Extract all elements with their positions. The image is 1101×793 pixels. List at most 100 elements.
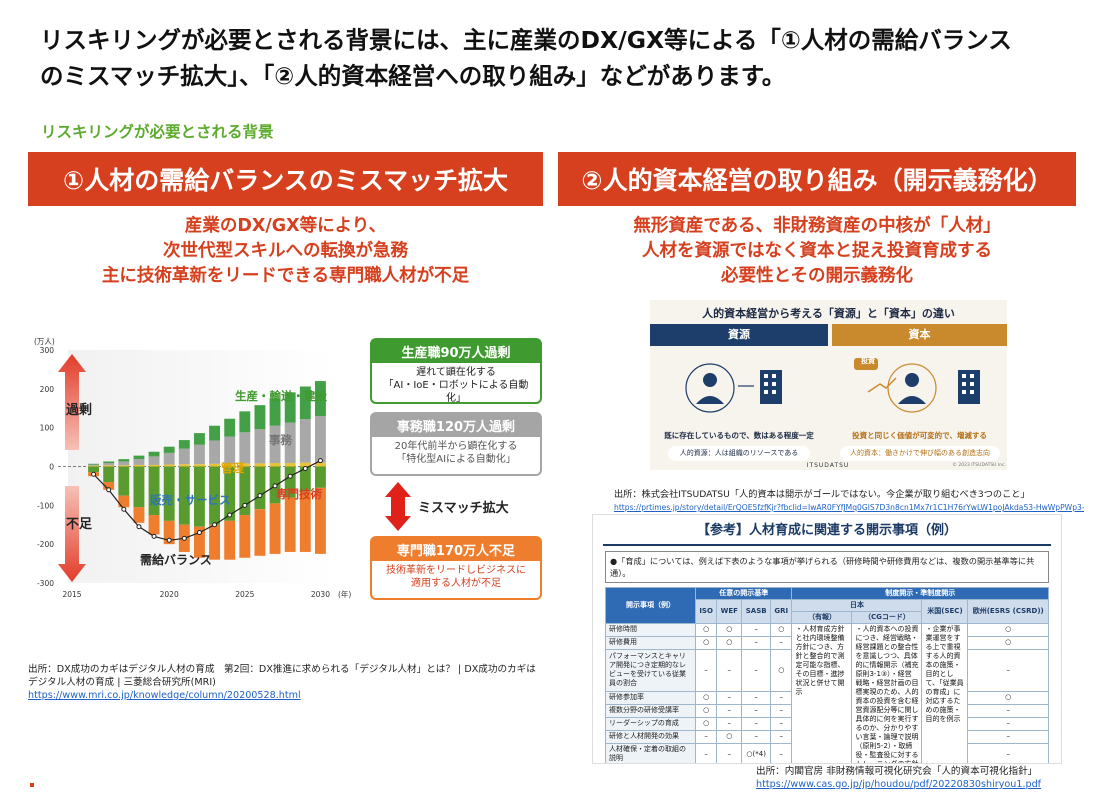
bar-segment [133, 459, 145, 465]
bar-segment [209, 466, 221, 525]
callout-production-line: 「AI・IoE・ロボットによる自動化」 [383, 380, 529, 404]
bar-segment [209, 524, 221, 560]
table-row: リーダーシップの育成 ○ – – – – [605, 716, 1049, 731]
right-citation-2-link[interactable]: https://www.cas.go.jp/jp/houdou/pdf/2022… [756, 779, 1042, 790]
figure-title: 人的資本経営から考える「資源」と「資本」の違い [702, 307, 955, 320]
balance-point [287, 473, 293, 479]
cell-value: ○ [770, 648, 793, 692]
resource-illustration-icon [685, 363, 782, 413]
bar-segment [254, 509, 266, 556]
cell-value: – [741, 729, 772, 744]
bar-segment [148, 464, 160, 467]
bar-segment [314, 487, 326, 554]
surplus-arrow-icon [58, 354, 86, 450]
bar-segment [133, 464, 145, 467]
balance-point [196, 530, 202, 536]
figure-capital-box: 人的資本：働きかけで伸び幅のある創造志向 [840, 446, 1000, 461]
table-figure-title: 【参考】人材育成に関連する開示事項（例） [696, 523, 957, 538]
bar-segment [103, 466, 115, 483]
col-japan: 日本 [791, 599, 923, 612]
table-row: 研修費用 ○ ○ – – ○ [605, 635, 1049, 650]
bar-segment [254, 463, 266, 467]
bar-segment [299, 419, 311, 463]
yuho-text: ・人材育成方針と社内環境整備方針につき、方針と整合的で測定可能な指標、その目標・… [791, 623, 853, 763]
cell-value: ○ [694, 716, 718, 731]
y-tick-label: 100 [40, 424, 55, 433]
callout-office-title: 事務職120万人過剰 [372, 414, 540, 437]
balance-point [121, 506, 127, 512]
cell-value: ○(*4) [741, 742, 772, 763]
bar-segment [224, 463, 236, 467]
disclosure-table-figure: 【参考】人材育成に関連する開示事項（例） ●「育成」については、例えば下表のよう… [592, 514, 1062, 764]
esrs-cell: – [967, 729, 1049, 744]
shortage-arrow-icon [58, 486, 86, 582]
slide-marker [30, 783, 34, 787]
bar-segment [163, 446, 175, 453]
bar-segment [314, 462, 326, 467]
cell-value: – [770, 635, 793, 650]
cell-value: – [694, 648, 718, 692]
esrs-cell: ○ [967, 635, 1049, 650]
balance-line [93, 460, 321, 541]
bar-segment [239, 515, 251, 558]
callout-production-line: 遅れて顕在化する [416, 367, 496, 378]
right-subtext: 無形資産である、非財務資産の中核が「人材」 人材を資源ではなく資本と捉え投資育成… [558, 214, 1076, 289]
cell-value: – [694, 742, 718, 763]
balance-point [212, 522, 218, 528]
bar-segment [178, 464, 190, 467]
bar-segment [178, 448, 190, 465]
bar-segment [269, 503, 281, 554]
esrs-cell: – [967, 648, 1049, 692]
row-label: 研修時間 [605, 623, 696, 637]
balance-point [227, 512, 233, 518]
callout-specialist-line: 適用する人材が不足 [411, 578, 501, 589]
bar-segment [284, 466, 296, 498]
balance-point [257, 493, 263, 499]
bar-segment [314, 466, 326, 488]
bar-segment [118, 461, 130, 466]
col-cg: （CGコード） [851, 611, 923, 624]
row-label: パフォーマンスとキャリア開発につき定期的なレビューを受けている従業員の割合 [605, 648, 696, 692]
headline-line1: リスキリングが必要とされる背景には、主に産業のDX/GX等による「①人材の需給バ… [40, 26, 1012, 54]
bar-segment [299, 386, 311, 420]
right-citation-1-link[interactable]: https://prtimes.jp/story/detail/ErQOE5fz… [614, 503, 1084, 512]
right-citation-1-line: 出所：株式会社ITSUDATSU「人的資本は開示がゴールではない。今企業が取り組… [614, 489, 1030, 500]
figure-invest-tag: 投資 [861, 357, 875, 365]
label-specialist: 専門技術 [276, 487, 322, 501]
bar-segment [133, 455, 145, 460]
left-citation-link[interactable]: https://www.mri.co.jp/knowledge/column/2… [28, 690, 301, 701]
cell-value: ○ [716, 729, 743, 744]
col-gri: GRI [770, 599, 793, 624]
table-row: パフォーマンスとキャリア開発につき定期的なレビューを受けている従業員の割合 – – –… [605, 648, 1049, 692]
cell-value: – [741, 690, 772, 705]
cell-value: ○ [716, 623, 743, 637]
balance-point [272, 483, 278, 489]
y-tick-label: -200 [37, 540, 54, 549]
x-tick-label: 2015 [62, 590, 81, 599]
label-management: 管理 [221, 461, 244, 475]
table-figure-note: ●「育成」については、例えば下表のような事項が挙げられる（研修時間や研修費用など… [605, 551, 1049, 583]
bar-segment [193, 526, 205, 558]
optional-standards-header: 任意の開示基準 [694, 587, 793, 600]
disclosure-table-wrap: 開示事項（例） 任意の開示基準 制度開示・準制度開示 ISO WEF SASB … [605, 587, 1049, 763]
bar-segment [224, 520, 236, 560]
bar-segment [314, 416, 326, 463]
cell-value: – [741, 635, 772, 650]
bar-segment [224, 418, 236, 437]
row-label: 複数分野の研修受講率 [605, 703, 696, 718]
figure-capital-caption: 投資と同じく価値が可変的で、増減する [852, 431, 987, 440]
table-row: 人材確保・定着の取組の説明 – – ○(*4) – – [605, 742, 1049, 763]
cell-value: – [770, 716, 793, 731]
cell-value: – [741, 716, 772, 731]
col-wef: WEF [716, 599, 743, 624]
bar-segment [209, 440, 221, 464]
row-label: 人材確保・定着の取組の説明 [605, 742, 696, 763]
cell-value: – [770, 690, 793, 705]
callout-specialist-title: 専門職170万人不足 [372, 538, 540, 561]
esrs-cell: – [967, 703, 1049, 718]
bar-segment [299, 462, 311, 467]
y-tick-label: -100 [37, 501, 54, 510]
right-subtext-line: 人材を資源ではなく資本と捉え投資育成する [642, 241, 992, 261]
bar-segment [88, 465, 100, 467]
figure-brand: ITSUDATSU [806, 462, 850, 469]
